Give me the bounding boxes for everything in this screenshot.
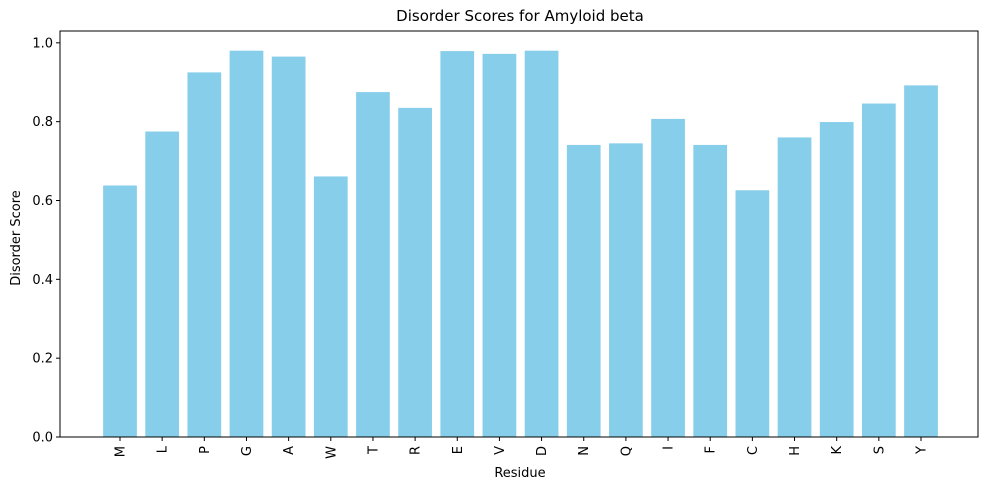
x-tick-label: S — [872, 446, 887, 454]
x-tick-label: W — [324, 446, 339, 459]
y-tick-label: 0.0 — [32, 431, 53, 446]
y-tick-label: 0.2 — [32, 352, 53, 367]
y-tick-label: 0.8 — [32, 115, 53, 130]
y-axis-label: Disorder Score — [9, 190, 24, 286]
x-tick-label: I — [662, 446, 677, 450]
y-tick-label: 0.4 — [32, 273, 53, 288]
bar-T — [356, 92, 390, 437]
x-tick-label: F — [704, 446, 719, 453]
x-tick-label: A — [282, 446, 297, 455]
bar-S — [861, 103, 896, 437]
x-tick-label: R — [409, 446, 424, 455]
bar-N — [566, 144, 601, 438]
bar-C — [735, 190, 770, 437]
bar-D — [524, 50, 559, 438]
bar-V — [482, 53, 517, 438]
x-tick-label: E — [451, 446, 466, 454]
x-tick-label: V — [493, 446, 508, 455]
plot-area: 0.0 0.2 0.4 0.6 0.8 1.0 M L P G A W T R E V D N Q I F C H K S Y — [32, 30, 979, 459]
bar-G — [229, 50, 264, 438]
x-tick-label: P — [198, 446, 213, 454]
x-tick-label: C — [746, 446, 761, 455]
bar-F — [693, 144, 728, 438]
x-tick-label: N — [577, 446, 592, 456]
bar-A — [271, 56, 306, 438]
x-tick-label: G — [240, 446, 255, 456]
bar-M — [103, 185, 137, 437]
x-tick-label: D — [535, 446, 550, 456]
bar-W — [313, 176, 348, 437]
x-tick-label: Q — [619, 446, 634, 456]
x-tick-label: K — [830, 446, 845, 455]
bar-P — [187, 72, 222, 437]
bar-Q — [609, 143, 643, 437]
bar-E — [440, 51, 475, 437]
x-tick-label: H — [788, 446, 803, 456]
bar-I — [651, 118, 685, 438]
axes-frame — [59, 30, 979, 438]
x-tick-label: T — [366, 446, 381, 455]
y-tick-label: 0.6 — [32, 194, 53, 209]
x-axis-label: Residue — [494, 466, 545, 481]
bar-K — [819, 122, 854, 438]
bar-H — [777, 137, 812, 437]
x-tick-label: M — [114, 446, 129, 457]
bar-Y — [904, 85, 938, 438]
chart-title: Disorder Scores for Amyloid beta — [396, 7, 644, 25]
x-tick-label: L — [156, 445, 171, 453]
y-tick-label: 1.0 — [32, 36, 53, 51]
bar-L — [145, 131, 180, 437]
x-tick-label: Y — [915, 446, 930, 455]
bar-R — [398, 107, 432, 438]
